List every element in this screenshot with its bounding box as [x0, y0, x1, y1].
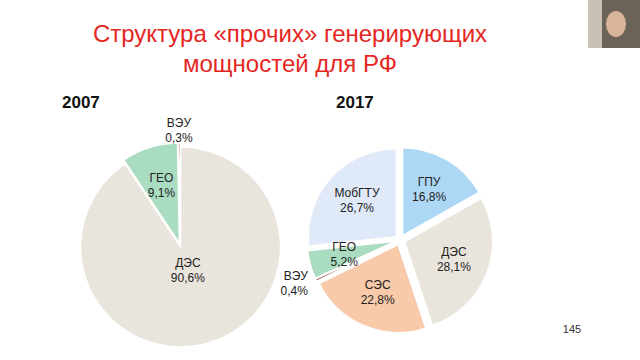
pie-chart: 2007 ДЭС90,6% ГЕО9,1% ВЭУ0,3% [62, 93, 281, 347]
slice [124, 143, 180, 243]
title-line: мощностей для РФ [183, 50, 397, 77]
data-label-name: ВЭУ [167, 116, 192, 130]
data-label-value: 90,6% [171, 271, 205, 285]
chart-title: 2007 [62, 93, 100, 112]
slice [178, 143, 180, 243]
data-label-value: 28,1% [437, 260, 471, 274]
data-label-name: ГЕО [332, 240, 356, 254]
data-label-name: ДЭС [175, 256, 201, 270]
data-label-value: 16,8% [412, 190, 446, 204]
data-label-name: ГПУ [418, 175, 441, 189]
slide: Структура «прочих» генерирующих мощностей… [0, 0, 640, 360]
data-label-value: 22,8% [361, 293, 395, 307]
video-frame [588, 0, 640, 48]
page: {"title": ["Структура «прочих» генерирую… [0, 0, 640, 360]
data-labels: ДЭС90,6% ГЕО9,1% ВЭУ0,3% [148, 116, 205, 285]
data-label-name: ГЕО [149, 171, 173, 185]
data-label-value: 0,3% [165, 131, 193, 145]
data-label-value: 0,4% [281, 284, 309, 298]
slice [319, 245, 426, 333]
data-label-name: МобГТУ [334, 186, 380, 200]
page-number: 145 [563, 323, 581, 335]
video-person [606, 11, 626, 37]
title: Структура «прочих» генерирующих мощностей… [93, 20, 487, 77]
data-labels: ГПУ16,8% ДЭС28,1% СЭС22,8% ВЭУ0,4% ГЕО5,2% Мо… [281, 175, 472, 307]
title-line: Структура «прочих» генерирующих [93, 20, 487, 47]
data-label-value: 26,7% [340, 201, 374, 215]
data-label-value: 9,1% [148, 186, 176, 200]
video-thumbnail [588, 0, 640, 48]
video-shelf [588, 0, 602, 48]
data-label-name: ДЭС [441, 245, 467, 259]
data-label-value: 5,2% [331, 255, 359, 269]
slice [308, 149, 396, 246]
pie-chart: 2017 ГПУ16,8% ДЭС28,1% СЭС22,8% ВЭУ0,4% ГЕО5,… [281, 93, 493, 333]
slices [81, 143, 281, 347]
slices [308, 148, 493, 333]
data-label-name: ВЭУ [284, 269, 309, 283]
background [0, 0, 640, 360]
data-label-name: СЭС [365, 278, 391, 292]
chart-title: 2017 [336, 93, 374, 112]
